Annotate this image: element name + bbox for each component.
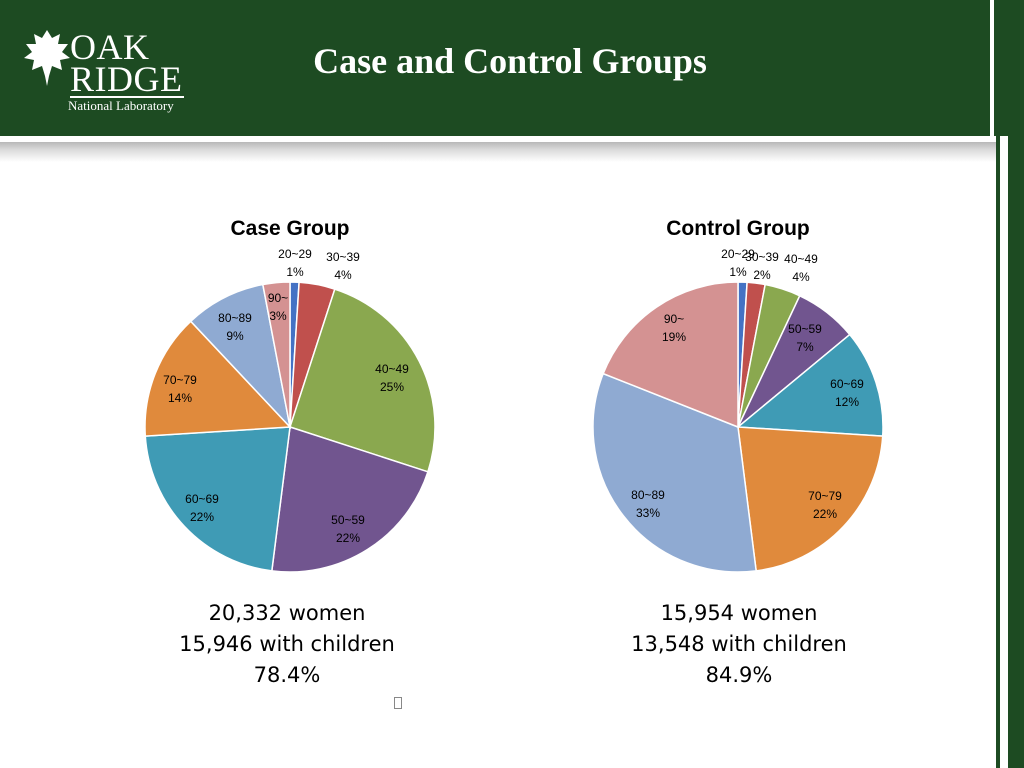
control-with-children: 13,548 with children	[631, 632, 847, 656]
oak-ridge-logo: OAK RIDGE National Laboratory	[22, 24, 202, 116]
slice-percent-label: 3%	[269, 309, 287, 323]
control-group-labels: 20~29 1%30~39 2% 40~49 4% 50~59 7% 60~69 12% 70~7…	[631, 247, 864, 521]
slice-percent-label: 19%	[662, 330, 686, 344]
slice-category-label: 40~49	[375, 362, 409, 376]
slice-category-label: 40~49	[784, 252, 818, 266]
slice-category-label: 90~	[664, 312, 684, 326]
pie-slice-7079	[737, 426, 884, 572]
slice-percent-label: 33%	[636, 506, 660, 520]
header-divider-line	[990, 0, 994, 136]
slice-percent-label: 14%	[168, 391, 192, 405]
control-group-pie-chart: Control Group 20~29 1%30~39 2% 40~49 4% 50~59…	[592, 217, 884, 573]
logo-underline	[70, 96, 184, 98]
header-shadow	[0, 142, 996, 162]
pie-slice-7079	[144, 320, 292, 437]
slice-percent-label: 2%	[753, 268, 771, 282]
slice-category-label: 90~	[268, 291, 288, 305]
pie-slice-8089	[592, 372, 758, 573]
slice-category-label: 20~29	[278, 247, 312, 261]
pie-slice-5059	[270, 426, 429, 573]
slice-category-label: 30~39	[745, 250, 779, 264]
case-women-count: 20,332 women	[208, 601, 366, 625]
case-group-pie-chart: Case Group 20~29 1% 30~39 4% 40~49 25% 50~59 22…	[144, 217, 436, 573]
slice-percent-label: 22%	[813, 507, 837, 521]
control-percent: 84.9%	[705, 663, 773, 687]
slice-percent-label: 1%	[729, 265, 747, 279]
pie-slice-6069	[144, 426, 291, 572]
slice-percent-label: 7%	[796, 340, 814, 354]
slice-percent-label: 9%	[226, 329, 244, 343]
case-group-stats: 20,332 women 15,946 with children 78.4%	[137, 598, 437, 691]
slice-percent-label: 4%	[334, 268, 352, 282]
case-group-labels: 20~29 1% 30~39 4% 40~49 25% 50~59 22% 60~69 22% 70…	[163, 247, 409, 545]
pie-slice-6069	[736, 333, 884, 437]
slice-percent-label: 25%	[380, 380, 404, 394]
case-group-chart-title: Case Group	[230, 217, 349, 240]
slice-category-label: 20~29	[721, 247, 755, 261]
right-rail-wide	[1008, 136, 1024, 768]
slice-category-label: 60~69	[830, 377, 864, 391]
pie-slice-8089	[189, 283, 292, 430]
case-with-children: 15,946 with children	[179, 632, 395, 656]
slice-percent-label: 1%	[286, 265, 304, 279]
pie-slice-90	[261, 281, 291, 428]
right-rail-thin	[996, 136, 1000, 768]
case-group-slices	[144, 281, 436, 573]
pie-slice-4049	[289, 288, 436, 473]
logo-line-ridge: RIDGE	[70, 59, 183, 99]
slice-category-label: 30~39	[326, 250, 360, 264]
slice-category-label: 60~69	[185, 492, 219, 506]
slice-percent-label: 22%	[336, 531, 360, 545]
slice-category-label: 70~79	[808, 489, 842, 503]
control-women-count: 15,954 women	[660, 601, 818, 625]
control-group-slices	[592, 281, 884, 573]
control-group-chart-title: Control Group	[666, 217, 809, 240]
slice-category-label: 70~79	[163, 373, 197, 387]
placeholder-glyph-icon	[394, 697, 402, 709]
pie-slice-90	[602, 281, 739, 429]
slide-header	[0, 0, 1024, 136]
slice-percent-label: 12%	[835, 395, 859, 409]
oak-leaf-icon	[24, 30, 70, 86]
slice-percent-label: 22%	[190, 510, 214, 524]
slice-percent-label: 4%	[792, 270, 810, 284]
slice-category-label: 80~89	[218, 311, 252, 325]
logo-line-oak: OAK	[70, 27, 150, 67]
control-group-stats: 15,954 women 13,548 with children 84.9%	[589, 598, 889, 691]
case-percent: 78.4%	[253, 663, 321, 687]
slice-category-label: 50~59	[331, 513, 365, 527]
page-title: Case and Control Groups	[313, 41, 707, 81]
header-divider-gap	[1000, 0, 1003, 136]
slice-category-label: 80~89	[631, 488, 665, 502]
slice-category-label: 50~59	[788, 322, 822, 336]
logo-line-national-laboratory: National Laboratory	[68, 98, 174, 113]
